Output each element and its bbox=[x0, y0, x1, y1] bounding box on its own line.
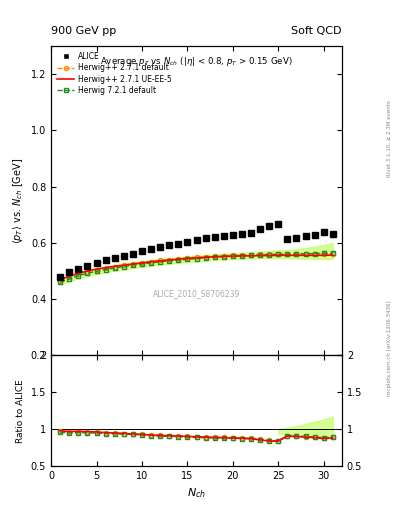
Y-axis label: Ratio to ALICE: Ratio to ALICE bbox=[16, 379, 25, 442]
X-axis label: $N_{ch}$: $N_{ch}$ bbox=[187, 486, 206, 500]
Text: Soft QCD: Soft QCD bbox=[292, 26, 342, 36]
Text: ALICE_2010_S8706239: ALICE_2010_S8706239 bbox=[153, 289, 240, 298]
Y-axis label: $\langle p_T \rangle$ vs. $N_{ch}$ [GeV]: $\langle p_T \rangle$ vs. $N_{ch}$ [GeV] bbox=[11, 158, 25, 244]
Text: Rivet 3.1.10, ≥ 2.3M events: Rivet 3.1.10, ≥ 2.3M events bbox=[387, 100, 391, 177]
Text: Average $p_T$ vs $N_{ch}$ ($|\eta|$ < 0.8, $p_T$ > 0.15 GeV): Average $p_T$ vs $N_{ch}$ ($|\eta|$ < 0.… bbox=[100, 55, 293, 69]
Legend: ALICE, Herwig++ 2.7.1 default, Herwig++ 2.7.1 UE-EE-5, Herwig 7.2.1 default: ALICE, Herwig++ 2.7.1 default, Herwig++ … bbox=[55, 50, 174, 97]
Text: 900 GeV pp: 900 GeV pp bbox=[51, 26, 116, 36]
Text: mcplots.cern.ch [arXiv:1306.3436]: mcplots.cern.ch [arXiv:1306.3436] bbox=[387, 301, 391, 396]
